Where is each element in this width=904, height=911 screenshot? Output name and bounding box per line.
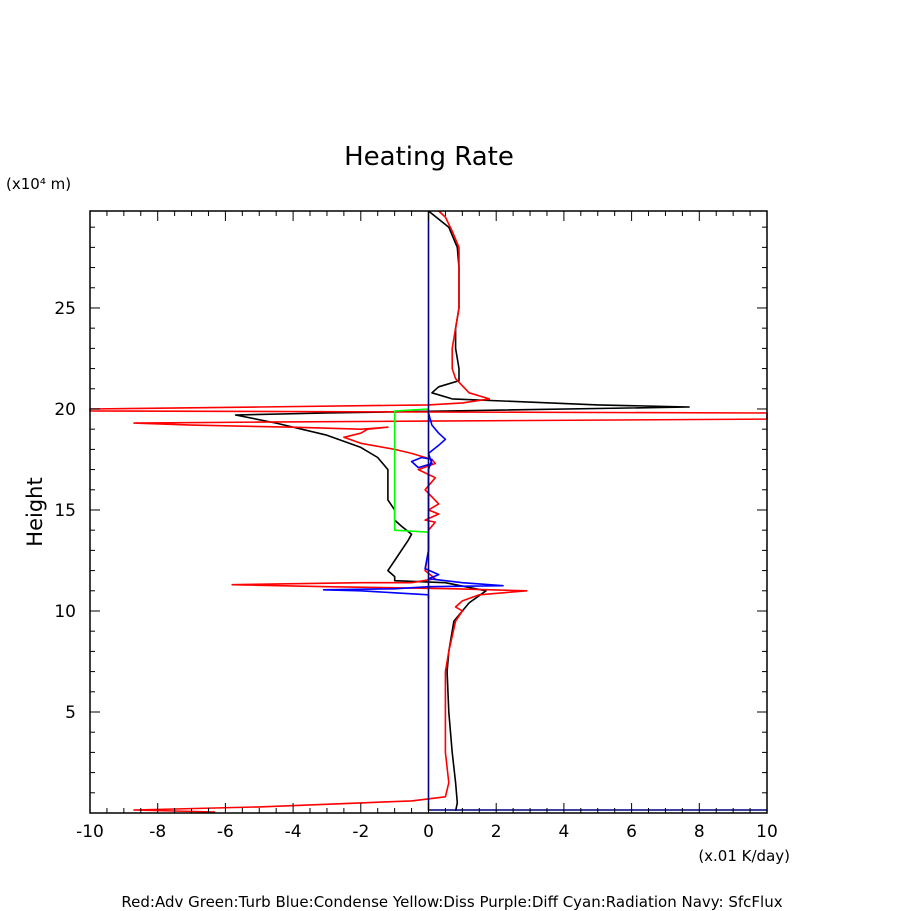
chart-title: Heating Rate bbox=[344, 142, 514, 172]
series-line-3 bbox=[322, 412, 504, 599]
x-tick-label: 8 bbox=[694, 822, 705, 842]
x-tick-label: -2 bbox=[352, 822, 369, 842]
x-tick-label: -4 bbox=[285, 822, 302, 842]
series-line-2 bbox=[89, 210, 768, 813]
x-tick-label: 10 bbox=[756, 822, 778, 842]
x-tick-label: -10 bbox=[76, 822, 104, 842]
y-axis-title: Height bbox=[23, 477, 47, 546]
series-line-4 bbox=[393, 408, 429, 533]
x-unit-label: (x.01 K/day) bbox=[698, 847, 790, 865]
y-tick-label: 25 bbox=[54, 299, 76, 319]
y-tick-label: 5 bbox=[65, 703, 76, 723]
x-tick-label: 0 bbox=[423, 822, 434, 842]
y-tick-label: 10 bbox=[54, 602, 76, 622]
x-tick-label: -6 bbox=[217, 822, 234, 842]
series-line-5 bbox=[427, 211, 768, 811]
series-line-1 bbox=[234, 210, 690, 812]
x-tick-label: 4 bbox=[558, 822, 569, 842]
x-tick-label: -8 bbox=[149, 822, 166, 842]
y-unit-label: (x10⁴ m) bbox=[6, 175, 71, 193]
x-tick-label: 6 bbox=[626, 822, 637, 842]
legend-text: Red:Adv Green:Turb Blue:Condense Yellow:… bbox=[121, 893, 783, 911]
y-tick-label: 15 bbox=[54, 501, 76, 521]
ticks-layer: -10 -8 -6 -4 -2 0 2 4 6 8 10 5 10 15 20 25 bbox=[54, 211, 778, 842]
x-tick-label: 2 bbox=[491, 822, 502, 842]
y-tick-label: 20 bbox=[54, 400, 76, 420]
series-layer bbox=[89, 210, 768, 813]
plot-frame bbox=[89, 210, 768, 814]
